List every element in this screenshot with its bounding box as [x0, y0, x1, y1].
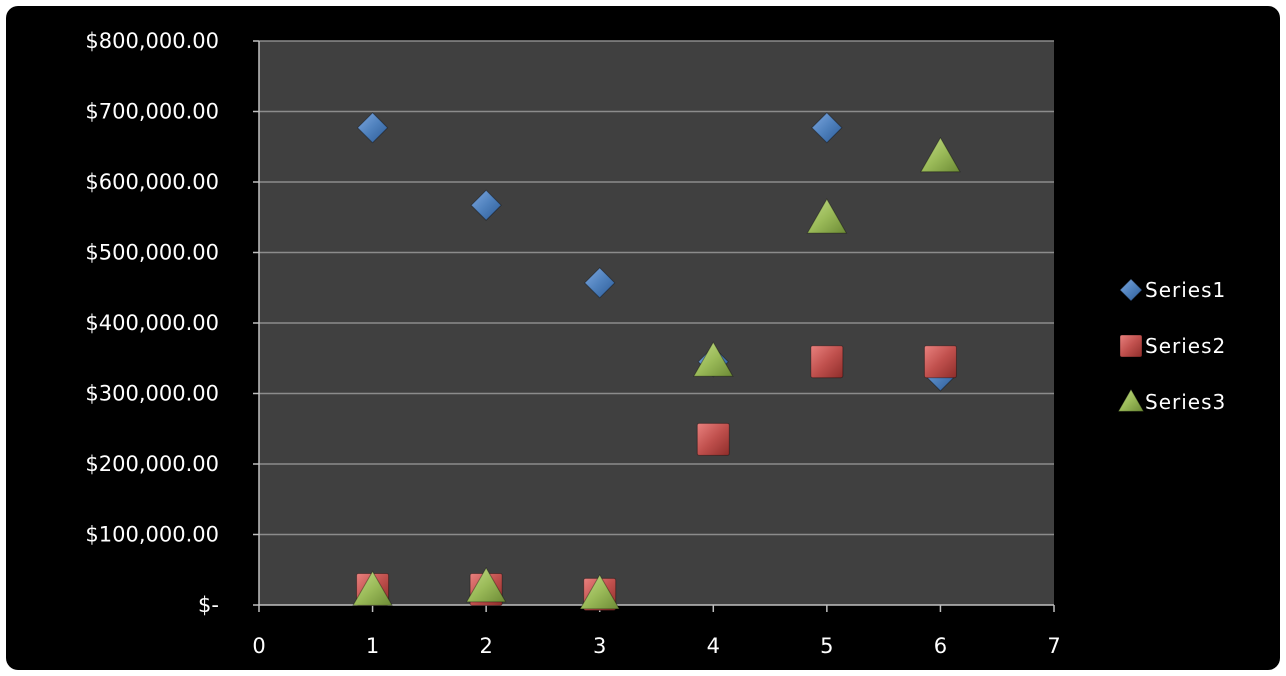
x-tick-label: 2 [479, 634, 492, 658]
y-tick-label: $400,000.00 [85, 311, 219, 335]
legend-item-series-1: Series1 [1119, 278, 1226, 302]
gridlines [259, 40, 1054, 536]
legend-item-series-2: Series2 [1119, 334, 1226, 358]
series-3-point [692, 341, 734, 377]
x-tick-label: 6 [934, 634, 947, 658]
series-1-point [811, 112, 843, 144]
legend-label: Series3 [1145, 390, 1226, 414]
y-tick-label: $100,000.00 [85, 523, 219, 547]
legend-marker-diamond [1119, 278, 1143, 302]
series-3-points [352, 136, 961, 610]
series-2-point [923, 345, 957, 379]
series-3-point [806, 198, 848, 234]
series-2-point [696, 422, 730, 456]
x-tick-label: 4 [707, 634, 720, 658]
y-tick-label: $300,000.00 [85, 382, 219, 406]
y-tick-label: $700,000.00 [85, 100, 219, 124]
legend-item-series-3: Series3 [1117, 388, 1226, 414]
y-tick-label: $- [198, 593, 219, 617]
x-tick-label: 0 [252, 634, 265, 658]
x-tick-label: 1 [366, 634, 379, 658]
legend: Series1 Series2 Series3 [1117, 278, 1226, 414]
chart-frame: $- $100,000.00 $200,000.00 $300,000.00 $400,… [6, 6, 1280, 670]
series-3-point [352, 570, 393, 606]
series-3-point [920, 136, 961, 173]
legend-marker-triangle [1117, 388, 1145, 412]
y-tick-label: $200,000.00 [85, 452, 219, 476]
series-2-point [810, 345, 844, 379]
x-tick-label: 3 [593, 634, 606, 658]
legend-label: Series1 [1145, 278, 1226, 302]
legend-marker-square [1119, 334, 1143, 358]
series-1-point [470, 189, 502, 221]
y-tick-label: $500,000.00 [85, 241, 219, 265]
x-tick-label: 7 [1047, 634, 1060, 658]
data-points [352, 112, 961, 611]
scatter-chart: $- $100,000.00 $200,000.00 $300,000.00 $400,… [85, 29, 1226, 658]
legend-label: Series2 [1145, 334, 1226, 358]
series-1-point [356, 112, 389, 144]
y-tick-label: $600,000.00 [85, 170, 219, 194]
series-3-point [465, 566, 507, 603]
y-tick-label: $800,000.00 [85, 29, 219, 53]
series-1-point [584, 267, 616, 299]
series-3-point [579, 573, 621, 610]
x-tick-label: 5 [820, 634, 833, 658]
